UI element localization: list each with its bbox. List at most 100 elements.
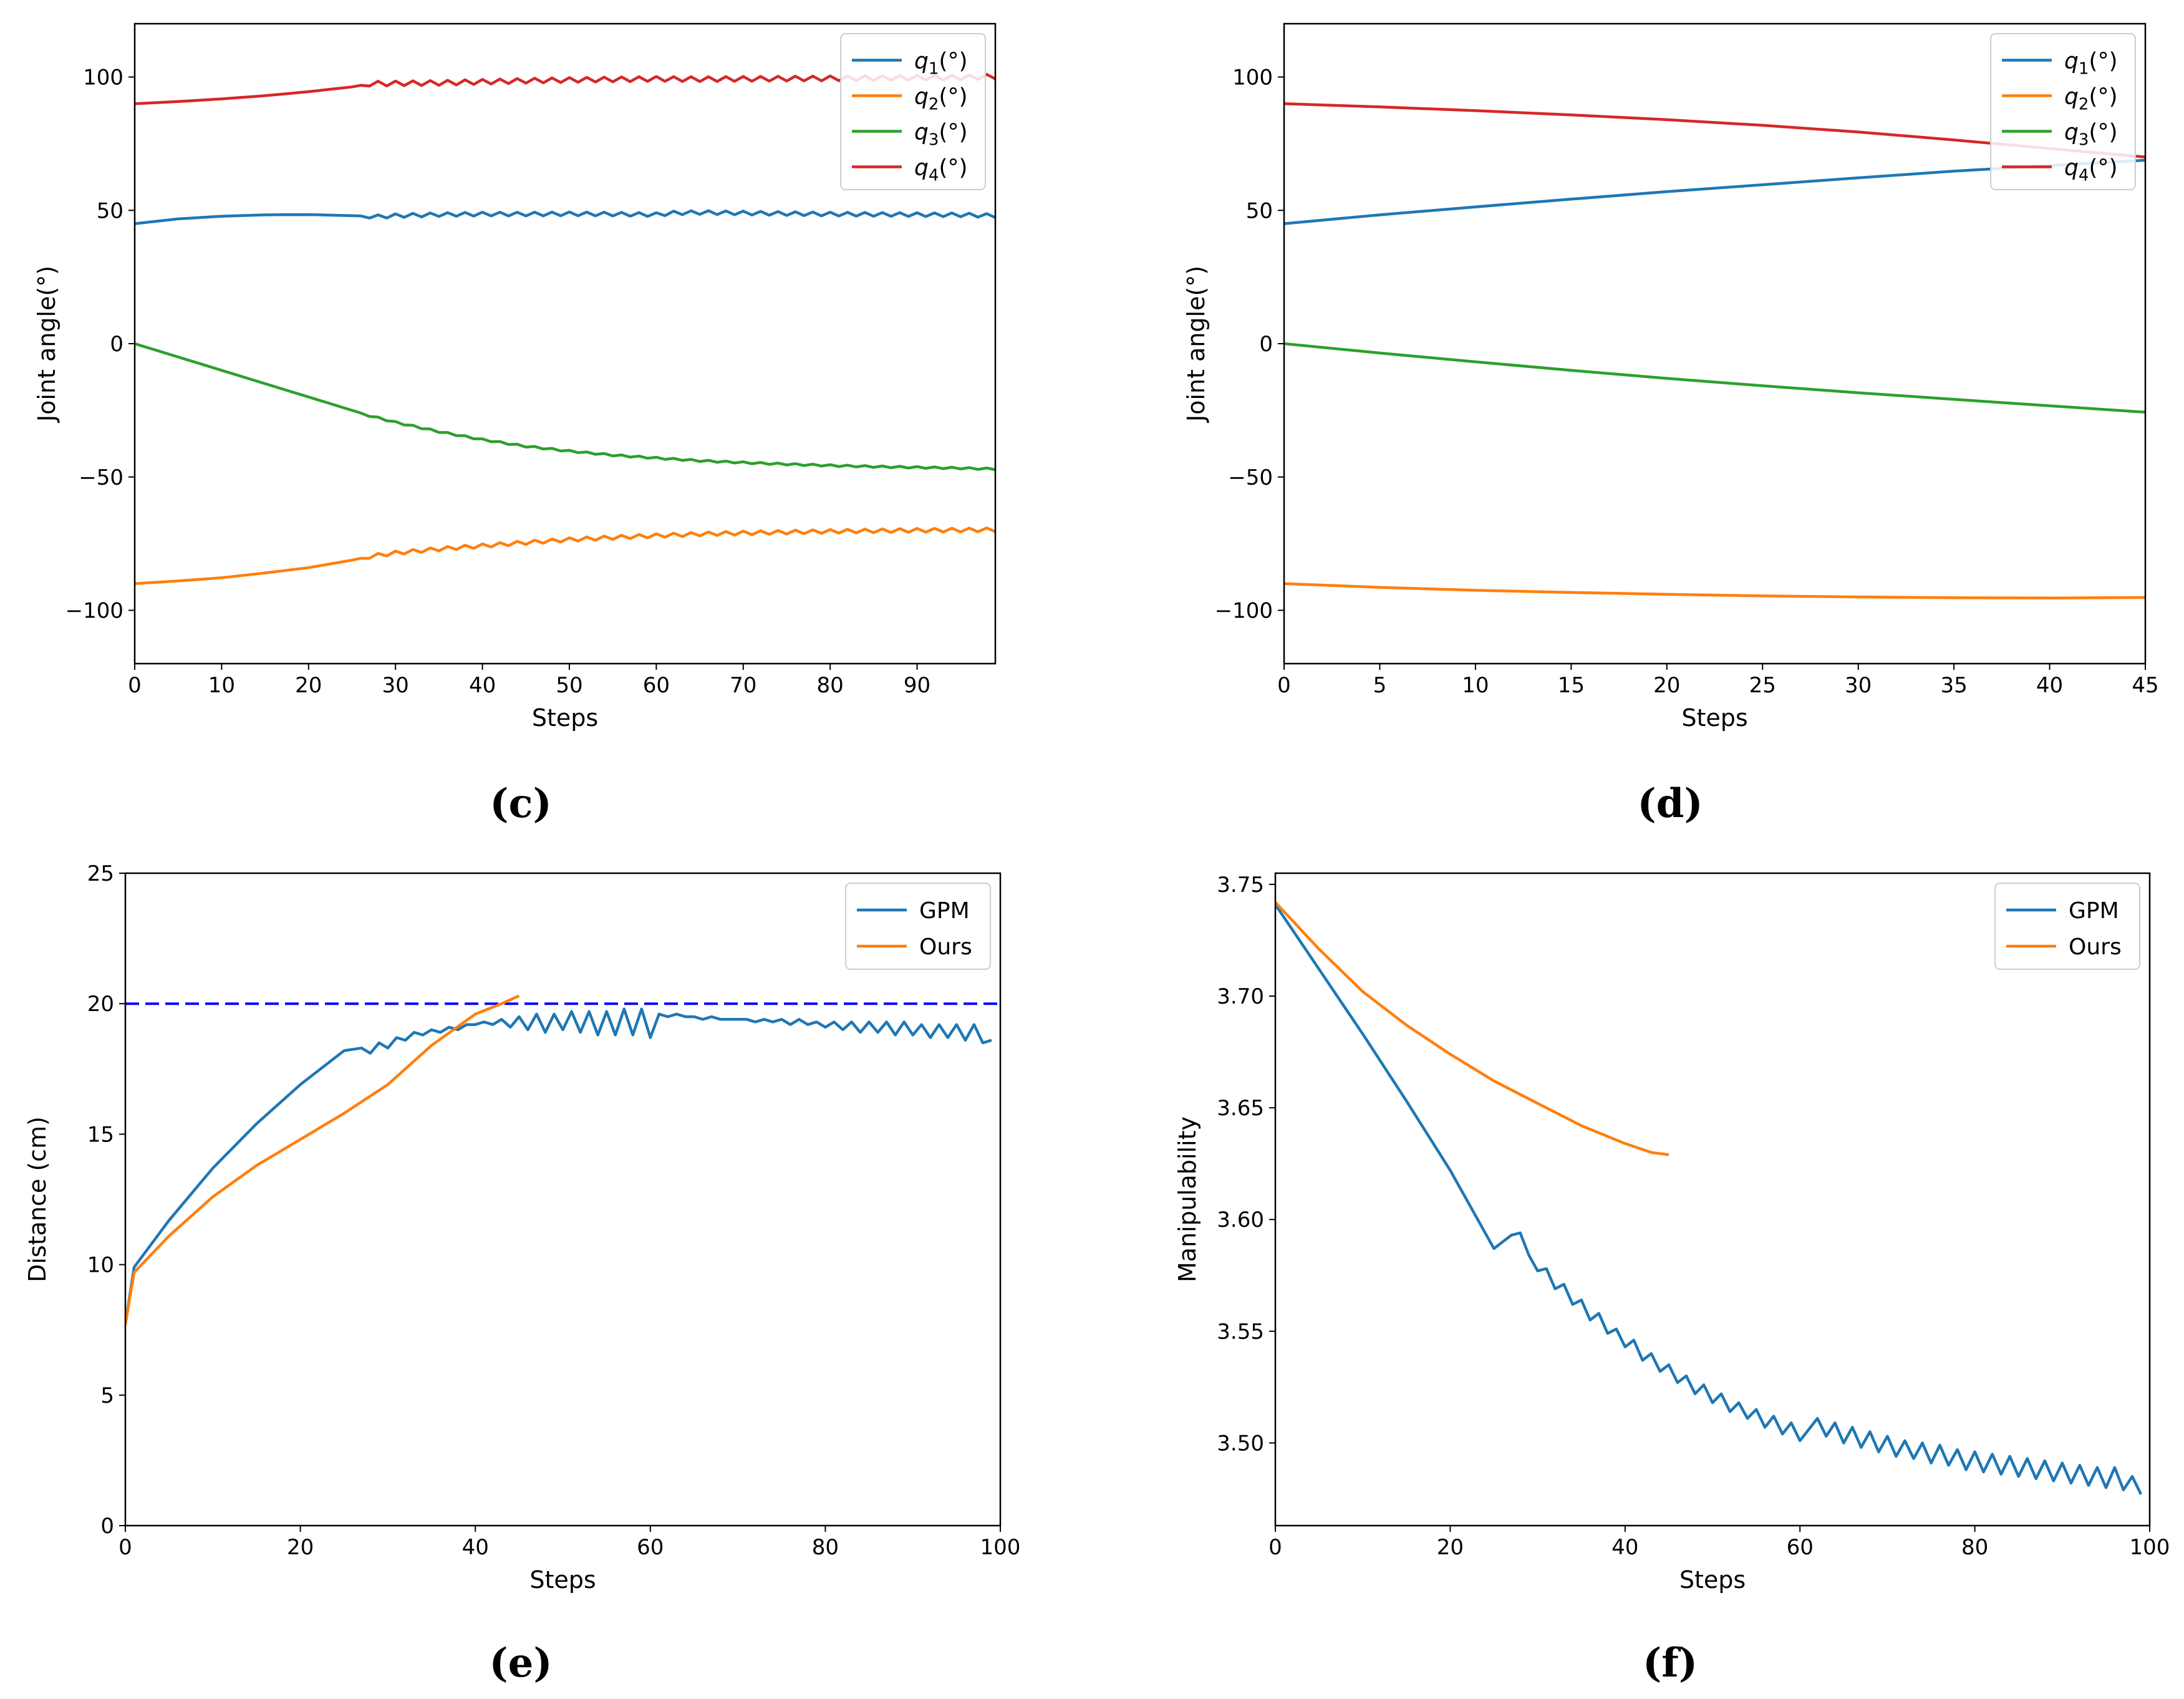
- chart-f: 0 20 40 60 80 100 3.50 3.55 3.60 3.65 3.70 3.75 Step…: [1174, 872, 2170, 1687]
- x-tick-label: 20: [1437, 1535, 1464, 1560]
- y-tick-label: 3.55: [1217, 1319, 1264, 1344]
- series-line-ours: [125, 994, 520, 1325]
- x-tick-label: 0: [1277, 673, 1291, 698]
- series-line-q2: [1284, 582, 2145, 600]
- y-tick-label: 100: [1232, 65, 1273, 90]
- panel-label: (d): [1637, 780, 1703, 827]
- y-axis-label: Joint angle(°): [33, 266, 60, 423]
- y-tick-label: 100: [83, 65, 123, 90]
- chart-d: 0 5 10 15 20 25 30 35 40 45 −100 −50 0 50 100 Steps Join…: [1182, 22, 2159, 827]
- panel-label: (f): [1643, 1640, 1698, 1687]
- y-tick-label: 20: [87, 992, 114, 1017]
- x-tick-label: 25: [1749, 673, 1776, 698]
- x-axis-label: Steps: [532, 704, 598, 732]
- legend-label-ours: Ours: [919, 934, 972, 960]
- x-tick-label: 0: [1268, 1535, 1282, 1560]
- legend-label-q4: q4(°): [914, 155, 968, 185]
- x-tick-label: 20: [295, 673, 322, 698]
- legend-label-q3: q3(°): [2064, 120, 2118, 150]
- legend-label-q2: q2(°): [914, 84, 968, 114]
- x-tick-label: 10: [208, 673, 235, 698]
- y-tick-label: −100: [65, 599, 123, 624]
- legend-label-q3: q3(°): [914, 120, 968, 150]
- y-tick-label: 3.75: [1217, 873, 1264, 898]
- x-tick-label: 35: [1940, 673, 1967, 698]
- x-tick-label: 80: [812, 1535, 839, 1560]
- axes-frame: [133, 22, 997, 665]
- legend-label-gpm: GPM: [2069, 898, 2119, 924]
- x-tick-label: 40: [469, 673, 496, 698]
- legend-frame: [845, 883, 991, 970]
- y-axis-label: Distance (cm): [24, 1116, 51, 1282]
- y-tick-label: 3.50: [1217, 1431, 1264, 1456]
- x-tick-label: 60: [637, 1535, 664, 1560]
- y-tick-label: 3.70: [1217, 984, 1264, 1009]
- legend-label-q4: q4(°): [2064, 155, 2118, 185]
- legend-label-gpm: GPM: [919, 898, 970, 924]
- x-tick-label: 50: [556, 673, 582, 698]
- axes-frame: [1274, 872, 2151, 1527]
- y-tick-label: 25: [87, 861, 114, 886]
- x-axis-label: Steps: [1681, 704, 1747, 732]
- series-line-q1: [135, 209, 995, 225]
- x-tick-label: 80: [817, 673, 844, 698]
- legend-label-ours: Ours: [2069, 934, 2122, 960]
- x-tick-label: 100: [980, 1535, 1021, 1560]
- x-axis-label: Steps: [529, 1566, 596, 1594]
- x-tick-label: 30: [382, 673, 409, 698]
- panel-label: (c): [490, 780, 552, 827]
- y-axis-label: Manipulability: [1174, 1116, 1201, 1282]
- x-tick-label: 20: [287, 1535, 314, 1560]
- x-tick-label: 40: [2036, 673, 2063, 698]
- x-tick-label: 15: [1558, 673, 1585, 698]
- legend: q1(°) q2(°) q3(°) q4(°): [840, 33, 986, 190]
- y-tick-label: −50: [1228, 465, 1273, 490]
- panel-label: (e): [489, 1640, 552, 1687]
- series-group: [1275, 901, 2143, 1495]
- x-tick-label: 40: [1611, 1535, 1638, 1560]
- series-line-q2: [135, 526, 995, 586]
- x-tick-label: 40: [462, 1535, 489, 1560]
- x-tick-label: 0: [118, 1535, 132, 1560]
- y-tick-label: 3.60: [1217, 1208, 1264, 1232]
- series-line-q3: [1284, 342, 2145, 414]
- y-tick-label: 0: [1259, 332, 1273, 357]
- x-tick-label: 30: [1845, 673, 1872, 698]
- x-tick-label: 10: [1462, 673, 1489, 698]
- axes-frame: [124, 872, 1002, 1527]
- x-tick-label: 70: [730, 673, 756, 698]
- legend: q1(°) q2(°) q3(°) q4(°): [1990, 33, 2136, 190]
- x-tick-label: 20: [1653, 673, 1680, 698]
- chart-c: 0 10 20 30 40 50 60 70 80 90 −100 −50 0 50 100 Steps Joi…: [33, 22, 997, 827]
- x-tick-label: 0: [128, 673, 142, 698]
- legend: GPM Ours: [845, 883, 991, 970]
- series-line-q3: [135, 342, 995, 472]
- chart-e: 0 20 40 60 80 100 0 5 10 15 20 25 Steps Distance (cm)…: [24, 861, 1020, 1687]
- x-axis-label: Steps: [1679, 1566, 1746, 1594]
- series-line-gpm: [1275, 903, 2143, 1495]
- x-tick-label: 90: [904, 673, 930, 698]
- legend: GPM Ours: [1994, 883, 2140, 970]
- y-tick-label: 3.65: [1217, 1096, 1264, 1121]
- y-axis-label: Joint angle(°): [1182, 266, 1210, 423]
- legend-frame: [840, 33, 986, 190]
- y-tick-label: −100: [1215, 599, 1273, 624]
- x-tick-label: 5: [1373, 673, 1387, 698]
- x-tick-label: 100: [2130, 1535, 2170, 1560]
- x-tick-label: 45: [2132, 673, 2158, 698]
- y-tick-label: 15: [87, 1122, 114, 1147]
- y-tick-label: 5: [100, 1383, 114, 1408]
- y-tick-label: −50: [79, 465, 123, 490]
- legend-frame: [1994, 883, 2140, 970]
- y-tick-label: 50: [97, 198, 123, 223]
- series-group: [125, 994, 992, 1325]
- x-tick-label: 80: [1961, 1535, 1988, 1560]
- legend-label-q2: q2(°): [2064, 84, 2118, 114]
- y-tick-label: 0: [100, 1514, 114, 1539]
- x-tick-label: 60: [1787, 1535, 1814, 1560]
- legend-label-q1: q1(°): [914, 49, 968, 79]
- legend-label-q1: q1(°): [2064, 49, 2118, 79]
- series-line-ours: [1275, 901, 1669, 1156]
- legend-frame: [1990, 33, 2136, 190]
